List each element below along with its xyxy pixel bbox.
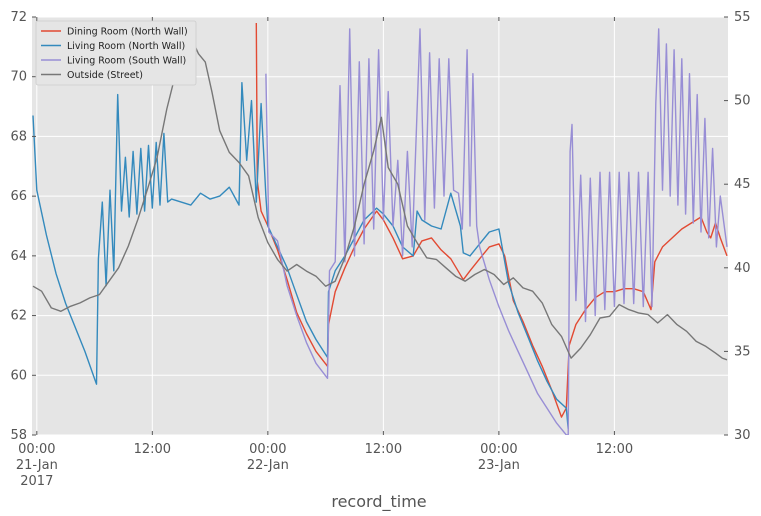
legend-entry: Living Room (South Wall) <box>67 56 186 67</box>
axes: 58 60 62 64 66 68 70 72 30 35 40 45 50 55 00:00 21-Jan 2… <box>10 10 750 489</box>
y-tick-label-right: 55 <box>734 10 751 25</box>
y-tick-label-right: 45 <box>734 177 751 192</box>
y-tick-label-right: 35 <box>734 344 751 359</box>
series-line-1 <box>32 82 569 430</box>
series-layer <box>32 22 728 435</box>
y-tick-label-right: 50 <box>734 94 751 109</box>
x-tick-label: 00:00 23-Jan <box>478 442 520 473</box>
y-tick-label-right: 30 <box>734 428 751 443</box>
legend-entry: Dining Room (North Wall) <box>67 27 188 38</box>
y-tick-label-left: 64 <box>10 249 27 264</box>
series-line-2 <box>265 28 728 435</box>
x-tick-label: 00:00 21-Jan 2017 <box>16 442 58 489</box>
legend-box <box>35 20 197 86</box>
legend-entry: Living Room (North Wall) <box>67 41 185 52</box>
y-tick-label-left: 68 <box>10 129 27 144</box>
y-tick-label-left: 62 <box>10 309 27 324</box>
y-tick-label-left: 60 <box>10 368 27 383</box>
series-line-3 <box>32 36 728 361</box>
x-tick-label: 12:00 <box>134 442 171 457</box>
x-tick-label: 12:00 <box>596 442 633 457</box>
legend-entry: Outside (Street) <box>67 70 143 81</box>
y-tick-label-left: 70 <box>10 70 27 85</box>
x-tick-label: 00:00 22-Jan <box>247 442 289 473</box>
y-tick-label-right: 40 <box>734 261 751 276</box>
y-tick-label-left: 58 <box>10 428 27 443</box>
y-tick-label-left: 72 <box>10 10 27 25</box>
x-tick-label: 12:00 <box>365 442 402 457</box>
legend: Dining Room (North Wall) Living Room (Nor… <box>35 20 197 86</box>
y-tick-label-left: 66 <box>10 189 27 204</box>
x-axis-label: record_time <box>331 492 426 512</box>
